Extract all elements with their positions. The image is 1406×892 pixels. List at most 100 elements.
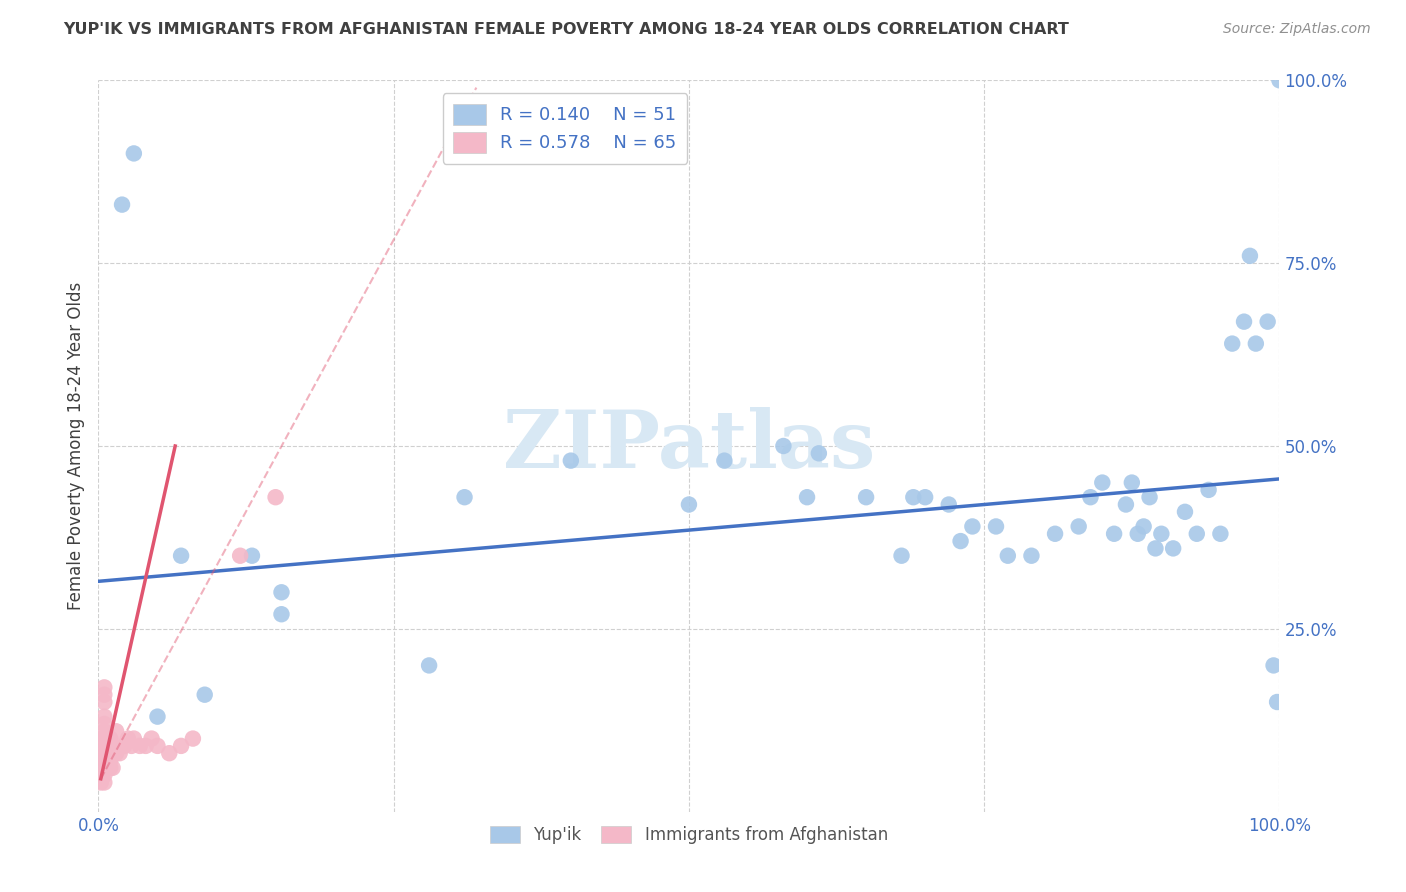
Point	[90, 761, 112, 775]
Point	[96, 746, 118, 760]
Point	[949, 534, 972, 549]
Point	[90, 768, 112, 782]
Legend: Yup'ik, Immigrants from Afghanistan: Yup'ik, Immigrants from Afghanistan	[484, 820, 894, 851]
Point	[890, 549, 912, 563]
Point	[146, 709, 169, 723]
Point	[194, 688, 217, 702]
Point	[122, 731, 145, 746]
Point	[1067, 519, 1090, 533]
Point	[93, 695, 115, 709]
Point	[984, 519, 1007, 533]
Point	[111, 197, 134, 211]
Point	[101, 761, 124, 775]
Point	[1174, 505, 1197, 519]
Point	[418, 658, 440, 673]
Point	[96, 739, 118, 753]
Point	[90, 775, 112, 789]
Point	[94, 761, 117, 775]
Point	[453, 490, 475, 504]
Point	[97, 754, 120, 768]
Point	[903, 490, 925, 504]
Point	[1220, 336, 1243, 351]
Point	[117, 731, 139, 746]
Point	[1091, 475, 1114, 490]
Point	[938, 498, 960, 512]
Point	[128, 739, 150, 753]
Point	[997, 549, 1019, 563]
Y-axis label: Female Poverty Among 18-24 Year Olds: Female Poverty Among 18-24 Year Olds	[66, 282, 84, 610]
Point	[91, 768, 114, 782]
Point	[93, 681, 115, 695]
Point	[98, 746, 121, 760]
Point	[1080, 490, 1102, 504]
Point	[1257, 315, 1279, 329]
Point	[962, 519, 984, 533]
Point	[1150, 526, 1173, 541]
Point	[105, 724, 128, 739]
Point	[108, 746, 131, 760]
Point	[914, 490, 936, 504]
Text: YUP'IK VS IMMIGRANTS FROM AFGHANISTAN FEMALE POVERTY AMONG 18-24 YEAR OLDS CORRE: YUP'IK VS IMMIGRANTS FROM AFGHANISTAN FE…	[63, 22, 1069, 37]
Point	[101, 739, 124, 753]
Point	[855, 490, 877, 504]
Point	[98, 761, 121, 775]
Point	[121, 739, 143, 753]
Point	[93, 746, 115, 760]
Point	[157, 746, 180, 760]
Point	[91, 761, 114, 775]
Point	[98, 761, 121, 775]
Point	[96, 761, 118, 775]
Point	[796, 490, 818, 504]
Point	[96, 754, 118, 768]
Point	[1268, 73, 1291, 87]
Point	[170, 549, 193, 563]
Point	[91, 754, 114, 768]
Point	[229, 549, 252, 563]
Point	[1198, 483, 1220, 497]
Point	[1239, 249, 1261, 263]
Point	[1043, 526, 1066, 541]
Point	[105, 746, 128, 760]
Point	[713, 453, 735, 467]
Point	[93, 739, 115, 753]
Point	[91, 731, 114, 746]
Point	[1115, 498, 1137, 512]
Point	[90, 754, 112, 768]
Point	[91, 739, 114, 753]
Point	[91, 739, 114, 753]
Point	[270, 585, 292, 599]
Point	[90, 746, 112, 760]
Point	[122, 146, 145, 161]
Point	[93, 768, 115, 782]
Point	[170, 739, 193, 753]
Point	[1161, 541, 1184, 556]
Point	[112, 739, 135, 753]
Point	[93, 775, 115, 789]
Point	[1185, 526, 1208, 541]
Point	[91, 731, 114, 746]
Point	[1102, 526, 1125, 541]
Point	[93, 761, 115, 775]
Point	[97, 761, 120, 775]
Point	[94, 746, 117, 760]
Point	[97, 739, 120, 753]
Point	[93, 749, 115, 764]
Point	[240, 549, 263, 563]
Point	[1144, 541, 1167, 556]
Point	[772, 439, 794, 453]
Point	[264, 490, 287, 504]
Point	[1121, 475, 1143, 490]
Point	[1244, 336, 1267, 351]
Text: Source: ZipAtlas.com: Source: ZipAtlas.com	[1223, 22, 1371, 37]
Point	[1233, 315, 1256, 329]
Point	[93, 731, 115, 746]
Point	[93, 754, 115, 768]
Point	[807, 446, 830, 460]
Point	[141, 731, 163, 746]
Point	[1126, 526, 1149, 541]
Point	[91, 746, 114, 760]
Point	[93, 724, 115, 739]
Point	[146, 739, 169, 753]
Point	[91, 746, 114, 760]
Point	[678, 498, 700, 512]
